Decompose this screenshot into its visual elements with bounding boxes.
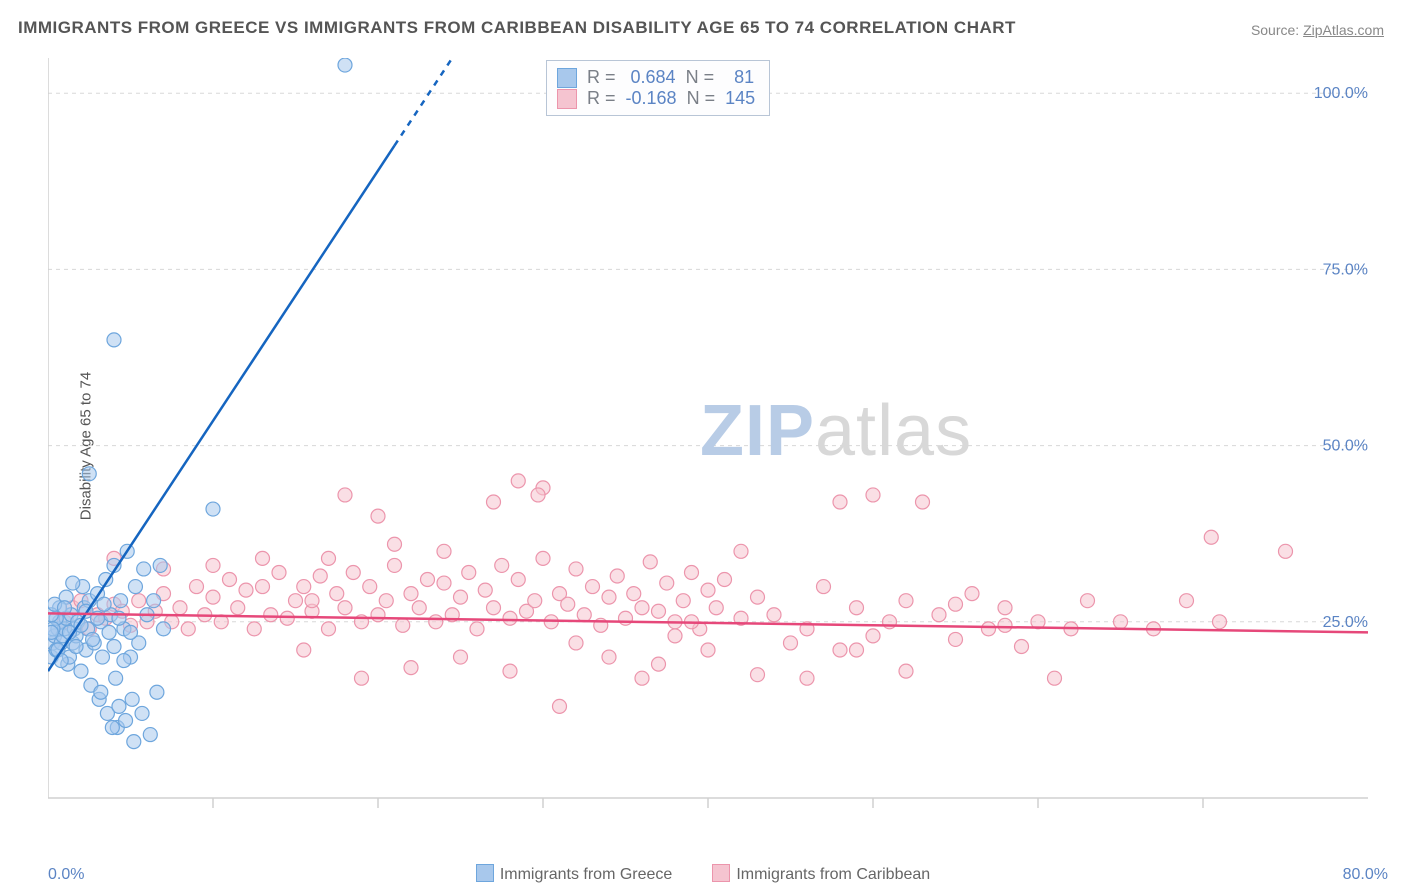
swatch-greece: [476, 864, 494, 882]
correlation-stats-box: R = 0.684 N = 81 R = -0.168 N = 145: [546, 60, 770, 116]
stats-n-label: N =: [687, 88, 716, 109]
stats-row-caribbean: R = -0.168 N = 145: [557, 88, 755, 109]
legend-item-greece: Immigrants from Greece: [476, 864, 672, 884]
swatch-caribbean: [557, 89, 577, 109]
swatch-greece: [557, 68, 577, 88]
svg-text:25.0%: 25.0%: [1323, 614, 1368, 631]
scatter-chart: 25.0% 50.0% 75.0% 100.0%: [48, 58, 1388, 828]
legend-item-caribbean: Immigrants from Caribbean: [712, 864, 930, 884]
stats-r-label: R =: [587, 67, 616, 88]
legend-label-caribbean: Immigrants from Caribbean: [736, 866, 930, 883]
stats-row-greece: R = 0.684 N = 81: [557, 67, 755, 88]
stats-r-value-greece: 0.684: [626, 67, 676, 88]
legend-label-greece: Immigrants from Greece: [500, 866, 672, 883]
stats-n-value-greece: 81: [724, 67, 754, 88]
svg-text:100.0%: 100.0%: [1314, 85, 1368, 102]
chart-title: IMMIGRANTS FROM GREECE VS IMMIGRANTS FRO…: [18, 18, 1016, 38]
svg-text:50.0%: 50.0%: [1323, 438, 1368, 455]
stats-r-label: R =: [587, 88, 616, 109]
stats-n-value-caribbean: 145: [725, 88, 755, 109]
svg-text:75.0%: 75.0%: [1323, 261, 1368, 278]
source-link[interactable]: ZipAtlas.com: [1303, 22, 1384, 38]
source-attribution: Source: ZipAtlas.com: [1251, 22, 1384, 38]
stats-n-label: N =: [686, 67, 715, 88]
x-axis-legend: Immigrants from Greece Immigrants from C…: [0, 864, 1406, 884]
stats-r-value-caribbean: -0.168: [626, 88, 677, 109]
source-prefix: Source:: [1251, 22, 1303, 38]
swatch-caribbean: [712, 864, 730, 882]
